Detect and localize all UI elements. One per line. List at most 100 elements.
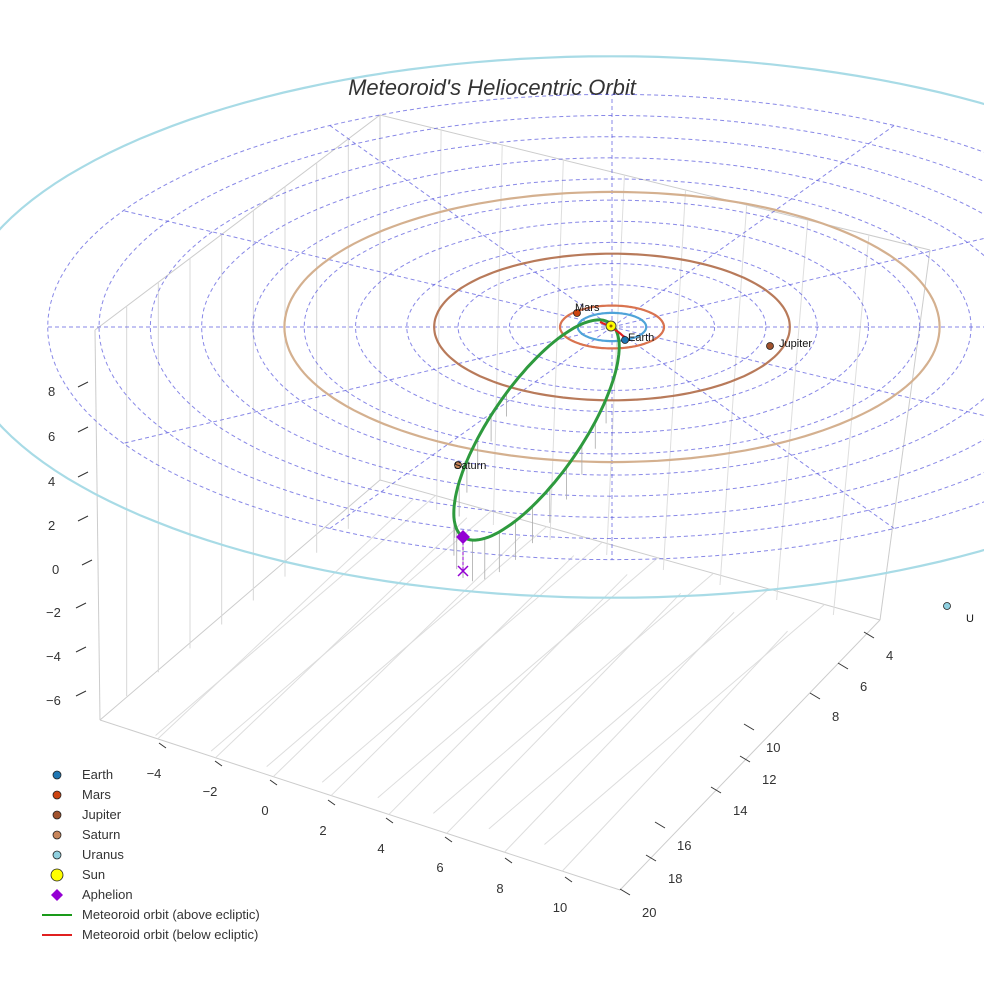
x-tick-label: 6	[436, 860, 443, 875]
x-tick-mark	[327, 799, 336, 806]
planet-marker-uranus	[943, 602, 951, 610]
planet-label-uranus: U	[966, 613, 974, 625]
box-edge	[99, 479, 381, 721]
y-tick-label: 20	[642, 905, 656, 920]
z-tick-mark	[77, 471, 89, 478]
z-tick-mark	[77, 515, 89, 522]
gridline-floor	[272, 536, 521, 778]
y-tick-label: 14	[733, 803, 747, 818]
legend-label: Aphelion	[82, 887, 133, 902]
polar-spoke	[611, 237, 984, 328]
polar-grid	[47, 93, 984, 561]
legend-label: Meteoroid orbit (above ecliptic)	[82, 907, 260, 922]
z-tick-label: 8	[48, 384, 55, 399]
polar-spoke	[123, 210, 613, 328]
planet-label-saturn: Saturn	[454, 460, 486, 472]
z-tick-mark	[75, 690, 87, 697]
z-tick-label: 6	[48, 429, 55, 444]
planet-orbits	[0, 55, 984, 599]
box-edge	[94, 329, 101, 721]
box-edge	[94, 114, 381, 331]
planet-label-mars: Mars	[575, 302, 600, 314]
aphelion-marker	[456, 530, 470, 544]
box-edge	[379, 114, 931, 251]
x-tick-label: 0	[261, 803, 268, 818]
legend-swatch	[52, 770, 62, 780]
legend-item-jupiter: Jupiter	[52, 807, 122, 822]
x-tick-label: −2	[203, 784, 218, 799]
orbit-saturn	[283, 190, 941, 464]
x-tick-mark	[214, 760, 223, 767]
gridline-floor	[433, 572, 714, 814]
gridline-floor	[388, 574, 628, 815]
gridline-vertical	[436, 129, 442, 511]
planet-marker-saturn	[454, 461, 462, 469]
z-tick-label: 0	[52, 562, 59, 577]
y-tick-mark	[809, 692, 821, 700]
y-tick-mark	[743, 723, 755, 731]
x-tick-mark	[158, 742, 167, 749]
legend-item-earth: Earth	[52, 767, 113, 782]
y-tick-label: 18	[668, 871, 682, 886]
box-edge	[879, 249, 931, 621]
z-tick-label: 4	[48, 474, 55, 489]
y-tick-mark	[619, 888, 631, 896]
y-tick-mark	[645, 854, 657, 862]
x-tick-mark	[269, 779, 278, 786]
legend-swatch	[52, 850, 62, 860]
gridline-floor	[561, 630, 788, 872]
y-tick-label: 16	[677, 838, 691, 853]
legend-label: Sun	[82, 867, 105, 882]
aphelion-projection-marker	[457, 565, 469, 577]
gridline-floor	[215, 517, 468, 759]
z-tick-label: 2	[48, 518, 55, 533]
legend-item-meteoroid-orbit-below-ecliptic: Meteoroid orbit (below ecliptic)	[42, 927, 258, 942]
legend-item-uranus: Uranus	[52, 847, 124, 862]
legend-item-mars: Mars	[52, 787, 111, 802]
polar-spoke	[611, 125, 895, 328]
chart-title: Meteoroid's Heliocentric Orbit	[348, 75, 637, 100]
orbit-jupiter	[433, 252, 791, 402]
gridline-floor	[321, 541, 603, 783]
x-tick-label: −4	[147, 766, 162, 781]
y-tick-mark	[837, 662, 849, 670]
box-edge	[619, 619, 881, 891]
legend-swatch	[51, 889, 63, 901]
polar-spoke	[329, 125, 613, 328]
gridline-vertical	[606, 174, 625, 556]
planet-label-jupiter: Jupiter	[779, 338, 812, 350]
markers: Earth Mars Jupiter Saturn U	[454, 302, 974, 625]
legend-label: Mars	[82, 787, 111, 802]
planet-label-earth: Earth	[628, 332, 654, 344]
z-tick-label: −4	[46, 649, 61, 664]
x-tick-mark	[444, 836, 453, 843]
polar-spoke	[329, 326, 613, 529]
y-tick-label: 12	[762, 772, 776, 787]
x-tick-mark	[504, 857, 513, 864]
z-tick-mark	[77, 426, 89, 433]
gridline-vertical	[776, 219, 809, 601]
y-tick-label: 4	[886, 648, 893, 663]
gridline-floor	[446, 592, 682, 834]
orbit-mars	[558, 304, 666, 350]
y-tick-mark	[654, 821, 666, 829]
z-tick-mark	[75, 646, 87, 653]
legend-label: Saturn	[82, 827, 120, 842]
gridline-floor	[377, 557, 659, 799]
gridline-floor	[488, 588, 770, 830]
x-tick-label: 2	[319, 823, 326, 838]
gridline-floor	[544, 604, 825, 845]
gridline-vertical	[832, 234, 870, 616]
x-tick-mark	[385, 817, 394, 824]
z-tick-mark	[75, 602, 87, 609]
meteoroid-orbit-above	[452, 318, 621, 542]
y-tick-label: 6	[860, 679, 867, 694]
legend-item-saturn: Saturn	[52, 827, 120, 842]
gridline-floor	[330, 555, 575, 796]
z-tick-label: −2	[46, 605, 61, 620]
y-tick-label: 8	[832, 709, 839, 724]
legend-item-meteoroid-orbit-above-ecliptic: Meteoroid orbit (above ecliptic)	[42, 907, 260, 922]
z-tick-mark	[77, 381, 89, 388]
